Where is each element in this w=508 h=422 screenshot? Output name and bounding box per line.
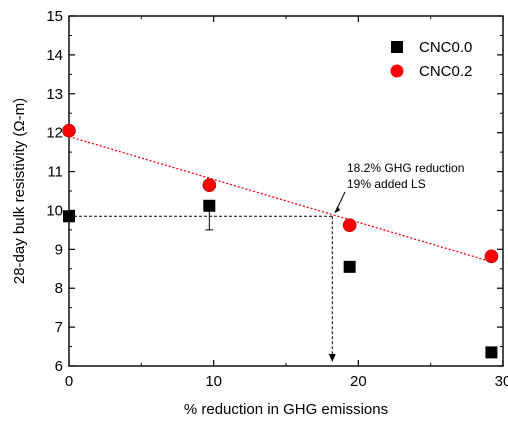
y-tick-label: 7 (55, 319, 63, 336)
annotation-line: 18.2% GHG reduction (347, 161, 464, 175)
cnc0-0-point (63, 210, 75, 223)
cnc0-2-point (62, 123, 76, 138)
cnc0-0-legend-label: CNC0.0 (419, 39, 472, 56)
cnc0-0-point (203, 199, 216, 212)
x-tick-label: 10 (205, 373, 222, 390)
y-tick-label: 13 (46, 86, 63, 103)
y-tick-label: 11 (47, 164, 63, 181)
cnc0-2-point (484, 249, 499, 264)
x-tick-label: 20 (350, 373, 367, 390)
cnc0-0-point (485, 346, 498, 359)
cnc0-0-legend-marker (391, 41, 403, 53)
y-tick-label: 10 (46, 202, 63, 219)
cnc0-2-point (202, 178, 217, 192)
cnc0-2-point (342, 218, 357, 233)
y-tick-label: 12 (46, 125, 63, 142)
annotation-arrowhead (334, 206, 341, 214)
plot-area: 0 10 20 30 6 7 8 9 10 11 12 13 14 15 % reduction in GH… (11, 8, 508, 418)
y-tick-label: 14 (46, 47, 63, 64)
y-axis-title: 28-day bulk resistivity (Ω-m) (11, 98, 28, 284)
cnc0-2-legend-marker (390, 64, 404, 78)
x-tick-label: 30 (495, 373, 508, 390)
annotation-line: 19% added LS (347, 177, 426, 191)
x-axis-title: % reduction in GHG emissions (184, 401, 388, 418)
y-tick-label: 6 (55, 358, 63, 375)
cnc0-0-point (343, 260, 356, 273)
y-tick-label: 8 (55, 280, 63, 297)
y-tick-label: 15 (46, 8, 63, 25)
guide-arrowhead (328, 354, 336, 362)
cnc02-trendline (68, 135, 492, 263)
x-tick-label: 0 (65, 373, 73, 390)
cnc0-2-legend-label: CNC0.2 (419, 63, 472, 80)
y-tick-label: 9 (55, 241, 63, 258)
